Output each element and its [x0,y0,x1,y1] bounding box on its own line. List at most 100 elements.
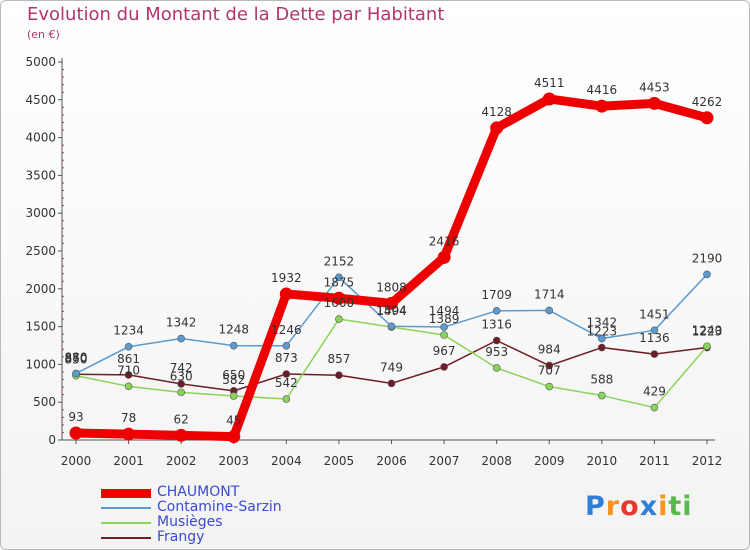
data-label: 650 [222,368,245,382]
x-tick-label: 2004 [271,454,302,468]
data-point [282,370,291,378]
series-layer [69,92,714,444]
logo-letter: o [620,491,640,522]
data-label: 707 [538,364,561,378]
data-point [177,380,185,388]
data-point [282,342,291,350]
data-point [335,315,343,323]
data-point [122,427,136,441]
x-tick-label: 2006 [376,454,407,468]
x-tick-label: 2001 [113,454,144,468]
data-point [703,342,711,351]
data-label: 880 [65,350,88,364]
chart-title: Evolution du Montant de la Dette par Hab… [27,4,445,25]
data-point [703,270,711,279]
data-label: 1932 [271,271,302,285]
data-point [440,363,448,371]
data-label: 850 [65,353,88,367]
legend-swatch [101,507,151,509]
data-point [492,364,501,372]
logo-letter: r [605,491,621,522]
data-label: 1136 [639,331,670,345]
data-point [650,403,659,412]
data-point [700,111,714,125]
data-point [177,388,185,397]
x-tick-label: 2005 [324,454,355,468]
logo-letter: i [658,491,669,522]
data-point [440,323,448,331]
x-tick-label: 2010 [587,454,618,468]
data-point [229,392,238,400]
legend-label: Musièges [157,514,223,530]
data-label: 62 [174,412,189,426]
data-label: 2416 [429,234,460,248]
data-point [387,379,396,388]
x-tick-label: 2008 [481,454,512,468]
data-label: 967 [433,344,456,358]
data-label: 4262 [692,95,723,109]
data-point [542,92,556,106]
x-tick-label: 2000 [61,454,92,468]
data-label: 1504 [376,303,407,317]
data-label: 588 [590,373,613,387]
data-point [72,369,80,378]
axes: 0 500 1000 1500 2000 2500 3000 3500 4000 4500 5000… [25,55,722,468]
y-tick-label: 2000 [25,282,56,296]
y-tick-label: 0 [48,433,56,447]
data-label: 1389 [429,312,460,326]
data-point [282,395,291,403]
data-label: 93 [68,410,83,424]
data-point [437,250,451,264]
data-label: 1709 [481,288,512,302]
data-point [595,99,609,113]
data-label: 1223 [692,325,723,339]
data-point [650,326,659,335]
chart-subtitle: (en €) [27,28,60,41]
data-point [124,342,133,351]
data-point [279,287,293,301]
data-point [647,96,661,110]
data-point [227,430,241,444]
data-point [335,371,343,380]
data-point [335,273,343,282]
legend-swatch [101,488,151,498]
logo-letter: i [682,491,693,522]
data-point [440,331,448,339]
data-label: 582 [222,373,245,387]
data-label: 857 [327,352,350,366]
data-label: 630 [170,369,193,383]
proxiti-logo: Proxiti [585,491,693,522]
x-tick-label: 2012 [692,454,723,468]
data-label: 1342 [587,316,618,330]
data-point [387,322,396,331]
data-label: 1808 [376,280,407,294]
data-label: 861 [117,352,140,366]
y-tick-label: 2500 [25,244,56,258]
y-tick-label: 1500 [25,320,56,334]
data-point [545,361,554,370]
data-label: 429 [643,385,666,399]
data-point [332,291,346,305]
data-label: 873 [275,351,298,365]
data-label: 2152 [324,254,355,268]
data-point [598,391,606,400]
y-tick-label: 4500 [25,93,56,107]
y-tick-label: 4000 [25,131,56,145]
data-label: 45 [226,414,241,428]
legend-swatch [101,522,151,524]
data-label: 1234 [113,324,144,338]
y-tick-label: 5000 [25,55,56,69]
x-tick-label: 2003 [218,454,249,468]
data-label: 542 [275,376,298,390]
y-tick-label: 1000 [25,357,56,371]
data-point [229,341,238,350]
data-point [545,306,554,315]
data-label: 1240 [692,323,723,337]
data-label: 1714 [534,287,565,301]
legend-label: Contamine-Sarzin [157,499,282,515]
x-tick-label: 2011 [639,454,670,468]
data-label: 1246 [271,323,302,337]
data-label: 984 [538,343,561,357]
